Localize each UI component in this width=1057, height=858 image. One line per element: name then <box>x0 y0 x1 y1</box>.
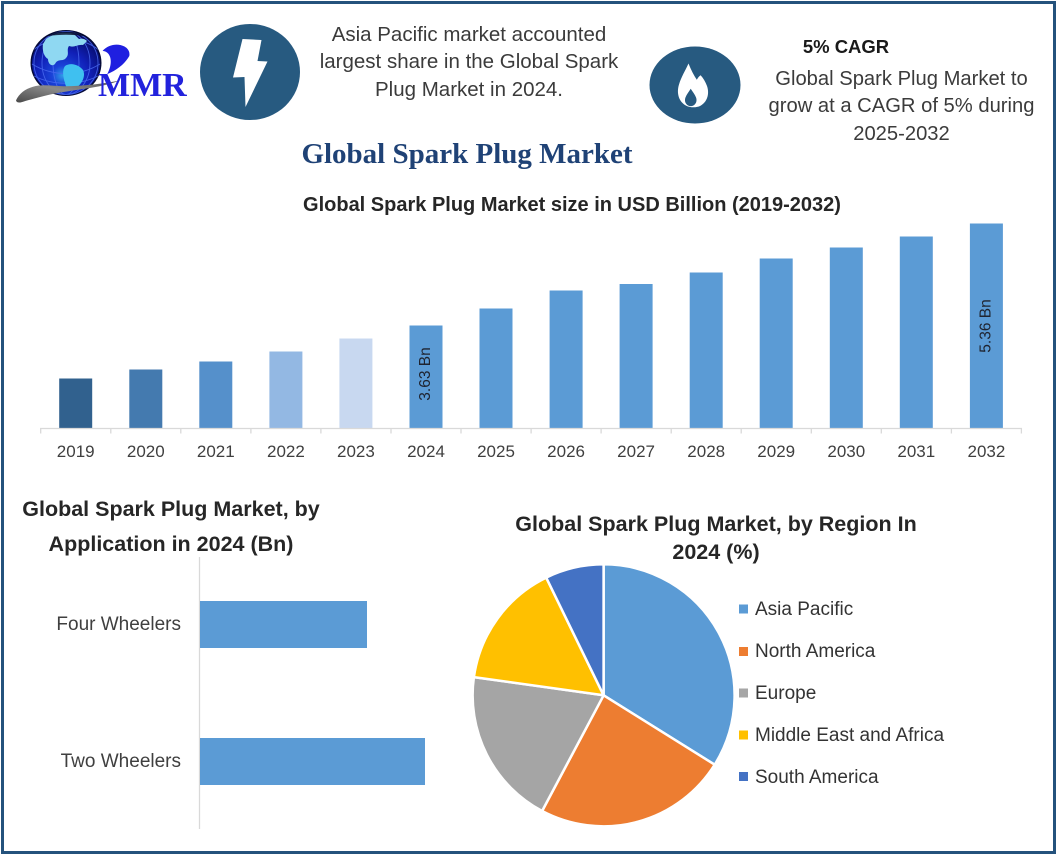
svg-text:2025: 2025 <box>477 442 515 461</box>
svg-text:2019: 2019 <box>57 442 95 461</box>
svg-text:2032: 2032 <box>967 442 1005 461</box>
svg-text:MMR: MMR <box>98 67 187 104</box>
svg-text:2020: 2020 <box>127 442 165 461</box>
svg-text:2022: 2022 <box>267 442 305 461</box>
svg-text:2023: 2023 <box>337 442 375 461</box>
svg-text:2031: 2031 <box>897 442 935 461</box>
svg-text:2021: 2021 <box>197 442 235 461</box>
svg-text:2030: 2030 <box>827 442 865 461</box>
svg-text:2026: 2026 <box>547 442 585 461</box>
svg-text:5.36 Bn: 5.36 Bn <box>977 299 994 352</box>
svg-text:2024: 2024 <box>407 442 445 461</box>
svg-text:2029: 2029 <box>757 442 795 461</box>
svg-text:2027: 2027 <box>617 442 655 461</box>
svg-text:3.63 Bn: 3.63 Bn <box>417 347 434 400</box>
svg-text:2028: 2028 <box>687 442 725 461</box>
